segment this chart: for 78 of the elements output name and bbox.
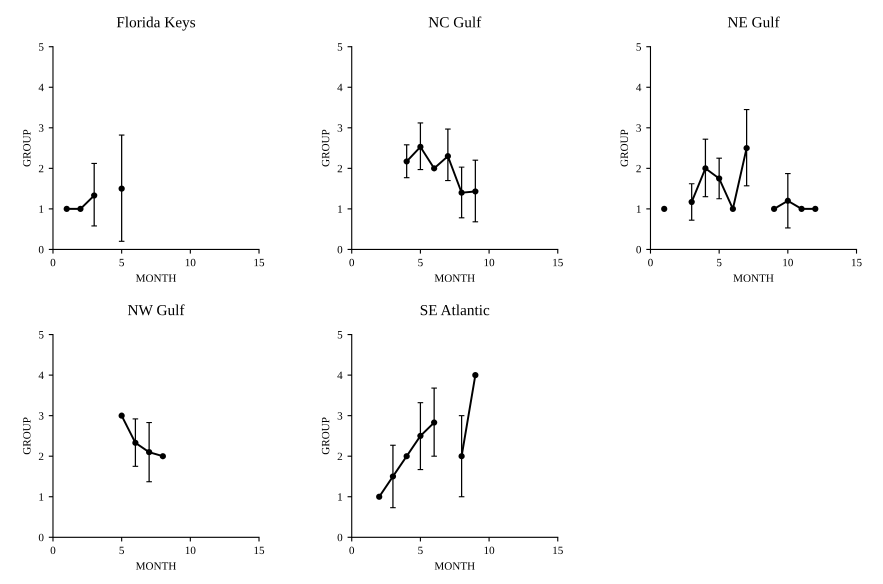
y-tick-label: 4 (38, 84, 44, 92)
y-tick-label: 5 (636, 43, 642, 51)
x-axis-title: MONTH (136, 274, 176, 282)
point (118, 412, 125, 419)
y-tick-label: 1 (338, 205, 342, 213)
point (160, 453, 166, 460)
y-tick-label: 2 (338, 164, 342, 172)
y-tick-label: 5 (338, 43, 342, 51)
y-axis-title: GROUP (322, 418, 330, 454)
chart-title: NW Gulf (128, 304, 184, 316)
y-tick-label: 1 (338, 493, 342, 501)
y-tick-label: 5 (39, 331, 44, 339)
y-tick-label: 4 (636, 84, 642, 92)
y-tick-label: 3 (38, 124, 44, 132)
y-tick-label: 3 (636, 124, 642, 132)
point (431, 165, 438, 172)
point (812, 206, 818, 212)
y-tick-label: 0 (338, 534, 342, 542)
point (64, 206, 70, 212)
x-tick-label: 5 (120, 258, 124, 266)
y-tick-label: 5 (39, 43, 44, 51)
point (376, 494, 382, 500)
y-axis-title: GROUP (23, 418, 31, 454)
x-tick-label: 0 (349, 258, 354, 266)
y-tick-label: 0 (636, 246, 642, 254)
y-tick-label: 0 (338, 246, 342, 254)
y-tick-label: 2 (38, 452, 44, 460)
x-tick-label: 10 (186, 546, 196, 554)
x-tick-label: 5 (120, 546, 124, 554)
x-tick-label: 0 (50, 258, 56, 266)
y-tick-label: 1 (636, 205, 641, 213)
x-tick-label: 15 (553, 546, 563, 554)
chart-title: SE Atlantic (420, 304, 490, 316)
point (472, 372, 478, 378)
y-tick-label: 0 (38, 534, 44, 542)
y-tick-label: 1 (39, 205, 44, 213)
x-tick-label: 0 (648, 258, 653, 266)
y-tick-label: 4 (38, 372, 44, 379)
chart-title: NC Gulf (428, 16, 482, 28)
point (798, 206, 805, 212)
chart-title: Florida Keys (116, 16, 196, 31)
x-tick-label: 10 (484, 258, 494, 266)
x-tick-label: 15 (254, 546, 264, 554)
y-tick-label: 3 (338, 412, 342, 420)
x-tick-label: 15 (254, 258, 264, 266)
x-tick-label: 10 (783, 258, 793, 266)
y-tick-label: 2 (636, 164, 641, 172)
point (770, 206, 778, 212)
y-tick-label: 2 (338, 452, 342, 460)
x-axis-title: MONTH (733, 274, 774, 282)
x-tick-label: 5 (418, 546, 423, 554)
chart-title: NE Gulf (728, 16, 780, 28)
point (404, 453, 410, 460)
point (77, 206, 84, 212)
y-tick-label: 2 (38, 164, 44, 172)
y-tick-label: 1 (39, 493, 44, 501)
x-axis-title: MONTH (434, 274, 475, 282)
x-tick-label: 5 (418, 258, 423, 266)
y-axis-title: GROUP (322, 130, 330, 166)
x-axis-title: MONTH (434, 562, 475, 570)
y-tick-label: 4 (337, 372, 343, 379)
y-axis-title: GROUP (23, 130, 31, 166)
x-tick-label: 15 (852, 258, 862, 266)
y-tick-label: 5 (338, 331, 342, 339)
x-axis-title: MONTH (136, 562, 176, 570)
x-tick-label: 15 (553, 258, 563, 266)
point (730, 206, 736, 212)
x-tick-label: 10 (186, 258, 196, 266)
x-tick-label: 0 (50, 546, 56, 554)
x-tick-label: 10 (484, 546, 494, 554)
x-tick-label: 0 (349, 546, 354, 554)
y-tick-label: 4 (337, 84, 343, 92)
y-tick-label: 3 (38, 412, 44, 420)
y-axis-title: GROUP (620, 130, 628, 166)
y-tick-label: 0 (38, 246, 44, 254)
point (661, 206, 668, 212)
y-tick-label: 3 (338, 124, 342, 132)
x-tick-label: 5 (717, 258, 722, 266)
